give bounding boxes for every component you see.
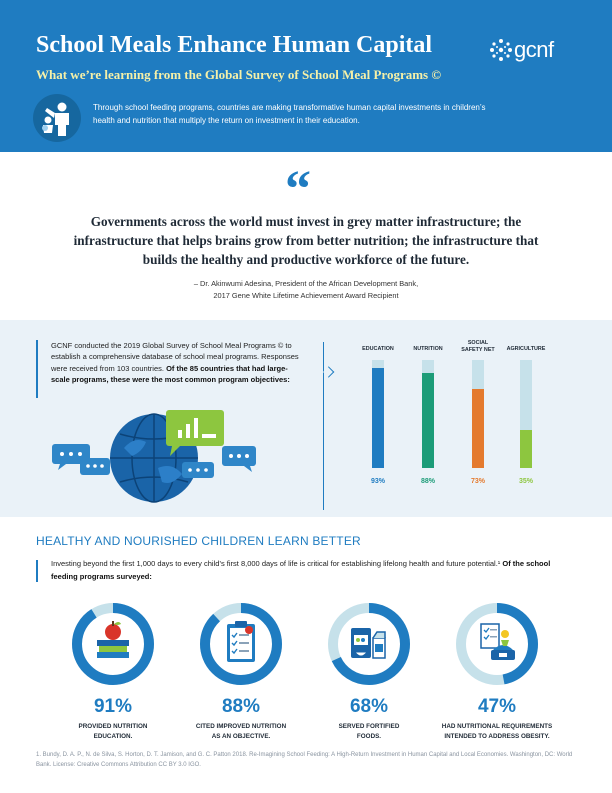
stat-ring xyxy=(328,603,410,685)
stat-desc-line-1: PROVIDED NUTRITION xyxy=(78,723,148,730)
divider-arrow xyxy=(323,366,335,378)
ring-fill xyxy=(456,603,538,685)
stat-desc-line-1: HAD NUTRITIONAL REQUIREMENTS xyxy=(441,723,553,730)
bar-category-label: EDUCATION xyxy=(362,346,394,352)
quote-attribution: – Dr. Akinwumi Adesina, President of the… xyxy=(106,278,506,302)
stat-ring xyxy=(456,603,538,685)
stat-improved-nutrition: 88% CITED IMPROVED NUTRITION AS AN OBJEC… xyxy=(171,602,311,742)
bar-value-label: 73% xyxy=(470,478,485,485)
accent-bar xyxy=(36,560,38,582)
globe-speech-illustration xyxy=(52,410,256,503)
quote-mark-icon: “ xyxy=(285,161,311,218)
books-apple-icon xyxy=(97,621,129,658)
stat-percent: 68% xyxy=(349,696,389,717)
survey-text: GCNF conducted the 2019 Global Survey of… xyxy=(51,340,301,385)
logo-text: gcnf xyxy=(514,37,554,62)
bar-category-label: SOCIAL SAFETY NET xyxy=(461,340,495,353)
ring-fill xyxy=(72,603,154,685)
page-subtitle: What we’re learning from the Global Surv… xyxy=(36,67,442,82)
bar-category-label: AGRICULTURE xyxy=(506,346,546,352)
survey-text-bold: Of the 85 countries that had large-scale… xyxy=(51,363,290,384)
stat-description: CITED IMPROVED NUTRITION AS AN OBJECTIVE… xyxy=(171,722,311,742)
healthy-text-plain: Investing beyond the first 1,000 days to… xyxy=(51,559,501,568)
attribution-line-2: 2017 Gene White Lifetime Achievement Awa… xyxy=(213,291,399,300)
healthy-text-bold: Of the school feeding programs surveyed: xyxy=(51,559,551,581)
scale-checklist-icon xyxy=(480,623,515,660)
page-title: School Meals Enhance Human Capital xyxy=(36,32,433,58)
healthy-text: Investing beyond the first 1,000 days to… xyxy=(51,558,571,583)
stat-desc-line-2: INTENDED TO ADDRESS OBESITY. xyxy=(444,733,550,740)
dots-logo-icon xyxy=(490,39,512,61)
stat-fortified-foods: 68% SERVED FORTIFIED FOODS. xyxy=(299,602,439,742)
bar xyxy=(372,367,384,468)
ring-fill xyxy=(200,603,282,685)
stat-ring xyxy=(72,603,154,685)
fortified-food-icon xyxy=(351,628,386,659)
stat-desc-line-1: SERVED FORTIFIED xyxy=(338,723,400,730)
bar-category-label: NUTRITION xyxy=(413,346,443,352)
stat-ring xyxy=(200,603,282,685)
stat-obesity-requirements: 47% HAD NUTRITIONAL REQUIREMENTS INTENDE… xyxy=(427,602,567,742)
stat-percent: 88% xyxy=(221,696,261,717)
header-banner: School Meals Enhance Human Capital What … xyxy=(0,0,612,152)
bar xyxy=(472,389,484,468)
quote-text: Governments across the world must invest… xyxy=(73,214,539,267)
survey-text-plain: GCNF conducted the 2019 Global Survey of… xyxy=(51,341,299,373)
stat-description: HAD NUTRITIONAL REQUIREMENTS INTENDED TO… xyxy=(427,722,567,742)
stat-description: PROVIDED NUTRITION EDUCATION. xyxy=(43,722,183,742)
stat-nutrition-education: 91% PROVIDED NUTRITION EDUCATION. xyxy=(43,602,183,742)
section-divider xyxy=(323,342,324,510)
clipboard-icon xyxy=(227,621,255,662)
children-icon xyxy=(33,94,81,142)
quote-section: “ Governments across the world must inve… xyxy=(0,152,612,320)
stat-desc-line-1: CITED IMPROVED NUTRITION xyxy=(195,723,287,730)
bar xyxy=(422,372,434,468)
ring-fill xyxy=(328,603,410,685)
stat-description: SERVED FORTIFIED FOODS. xyxy=(299,722,439,742)
stat-percent: 91% xyxy=(93,696,133,717)
bar xyxy=(520,430,532,468)
stat-desc-line-2: AS AN OBJECTIVE. xyxy=(211,733,271,740)
gcnf-logo: gcnf xyxy=(490,37,580,66)
stat-desc-line-2: FOODS. xyxy=(356,733,382,740)
bar-value-label: 93% xyxy=(370,478,385,485)
section-title: HEALTHY AND NOURISHED CHILDREN LEARN BET… xyxy=(36,534,361,548)
bar-value-label: 35% xyxy=(518,478,533,485)
footnote: 1. Bundy, D. A. P., N. de Silva, S. Hort… xyxy=(36,752,573,768)
bar-value-label: 88% xyxy=(420,478,435,485)
survey-section: GCNF conducted the 2019 Global Survey of… xyxy=(0,320,612,517)
accent-bar xyxy=(36,340,38,398)
stat-percent: 47% xyxy=(477,696,517,717)
intro-text: Through school feeding programs, countri… xyxy=(93,103,486,125)
attribution-line-1: – Dr. Akinwumi Adesina, President of the… xyxy=(193,279,419,288)
stat-desc-line-2: EDUCATION. xyxy=(93,733,133,740)
